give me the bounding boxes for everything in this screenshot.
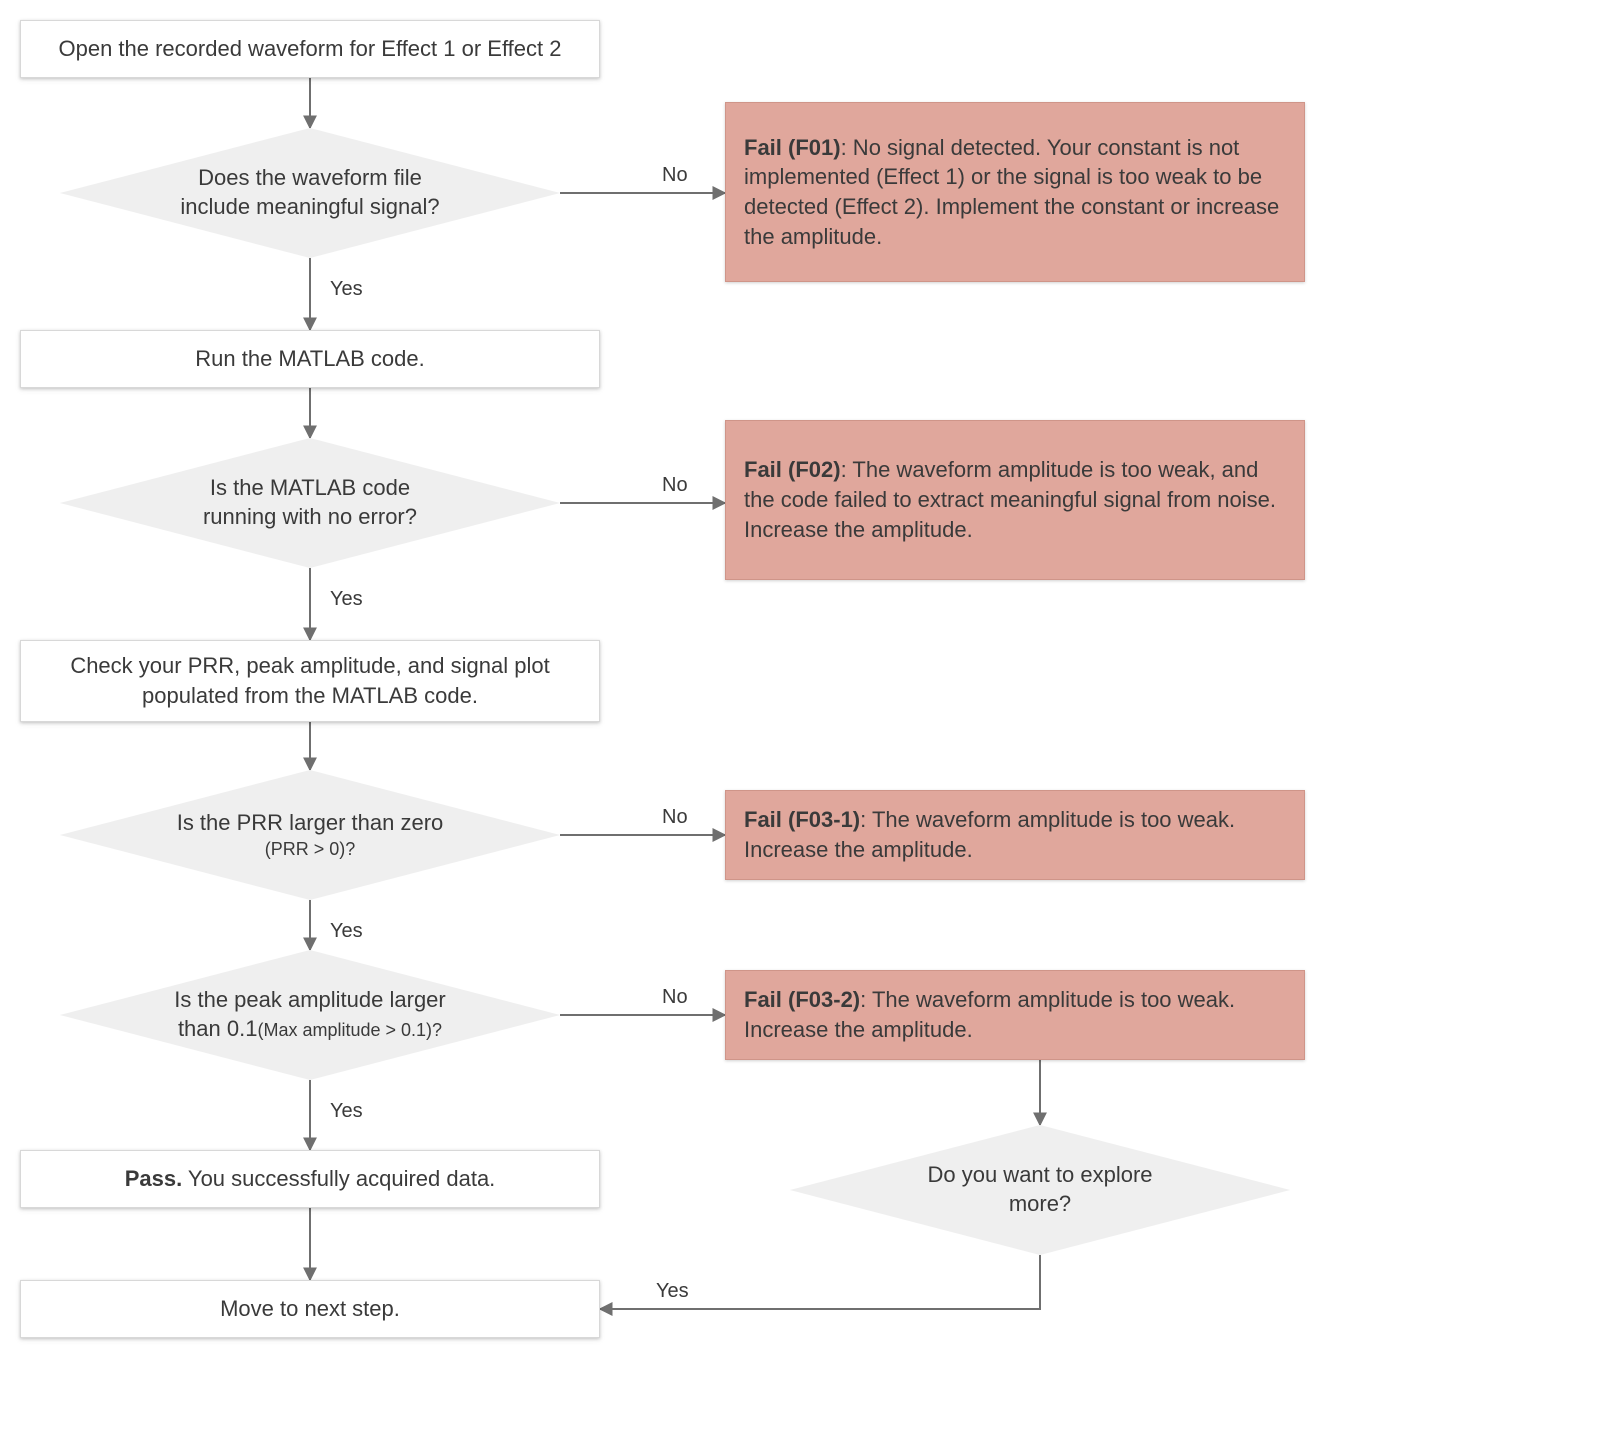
line1: Is the peak amplitude larger: [174, 986, 446, 1015]
fail-f01: Fail (F01): No signal detected. Your con…: [725, 102, 1305, 282]
decision-peak-amp-gt-0-1: Is the peak amplitude larger than 0.1(Ma…: [60, 950, 560, 1080]
diamond-text: Is the MATLAB code running with no error…: [60, 438, 560, 568]
fail-f02: Fail (F02): The waveform amplitude is to…: [725, 420, 1305, 580]
node-text: Run the MATLAB code.: [195, 344, 425, 374]
diamond-text: Do you want to explore more?: [790, 1125, 1290, 1255]
fail-f03-2: Fail (F03-2): The waveform amplitude is …: [725, 970, 1305, 1060]
fail-f03-1: Fail (F03-1): The waveform amplitude is …: [725, 790, 1305, 880]
pass-bold: Pass.: [125, 1166, 183, 1191]
label-d1-no: No: [662, 164, 688, 187]
decision-prr-gt-zero: Is the PRR larger than zero (PRR > 0)?: [60, 770, 560, 900]
fail-code: Fail (F03-2): [744, 987, 860, 1012]
label-d3-yes: Yes: [330, 920, 363, 943]
line2b: (Max amplitude > 0.1)?: [257, 1020, 442, 1040]
label-d2-no: No: [662, 474, 688, 497]
node-text: Open the recorded waveform for Effect 1 …: [58, 34, 561, 64]
label-d4-no: No: [662, 986, 688, 1009]
fail-text: Fail (F03-2): The waveform amplitude is …: [744, 985, 1286, 1044]
line2: include meaningful signal?: [180, 193, 439, 222]
node-text: Pass. You successfully acquired data.: [125, 1164, 496, 1194]
label-d1-yes: Yes: [330, 278, 363, 301]
line2a: than 0.1: [178, 1016, 258, 1041]
line1: Is the PRR larger than zero: [177, 809, 444, 838]
line1: Do you want to explore: [927, 1161, 1152, 1190]
label-d5-yes: Yes: [656, 1280, 689, 1303]
label-d2-yes: Yes: [330, 588, 363, 611]
step-pass: Pass. You successfully acquired data.: [20, 1150, 600, 1208]
decision-matlab-no-error: Is the MATLAB code running with no error…: [60, 438, 560, 568]
step-move-next: Move to next step.: [20, 1280, 600, 1338]
flowchart-canvas: Open the recorded waveform for Effect 1 …: [20, 20, 1580, 1420]
line2: more?: [1009, 1190, 1071, 1219]
line1: Does the waveform file: [198, 164, 422, 193]
fail-code: Fail (F02): [744, 457, 841, 482]
fail-text: Fail (F01): No signal detected. Your con…: [744, 133, 1286, 252]
fail-text: Fail (F02): The waveform amplitude is to…: [744, 455, 1286, 544]
node-text: Move to next step.: [220, 1294, 400, 1324]
fail-code: Fail (F01): [744, 135, 841, 160]
line2: populated from the MATLAB code.: [142, 681, 478, 711]
label-d4-yes: Yes: [330, 1100, 363, 1123]
fail-text: Fail (F03-1): The waveform amplitude is …: [744, 805, 1286, 864]
diamond-text: Is the peak amplitude larger than 0.1(Ma…: [60, 950, 560, 1080]
diamond-text: Is the PRR larger than zero (PRR > 0)?: [60, 770, 560, 900]
line2: than 0.1(Max amplitude > 0.1)?: [178, 1015, 442, 1044]
decision-explore-more: Do you want to explore more?: [790, 1125, 1290, 1255]
line2: running with no error?: [203, 503, 417, 532]
decision-meaningful-signal: Does the waveform file include meaningfu…: [60, 128, 560, 258]
pass-rest: You successfully acquired data.: [182, 1166, 495, 1191]
diamond-text: Does the waveform file include meaningfu…: [60, 128, 560, 258]
step-check-results: Check your PRR, peak amplitude, and sign…: [20, 640, 600, 722]
step-open-waveform: Open the recorded waveform for Effect 1 …: [20, 20, 600, 78]
line1: Is the MATLAB code: [210, 474, 410, 503]
line1: Check your PRR, peak amplitude, and sign…: [70, 651, 549, 681]
label-d3-no: No: [662, 806, 688, 829]
step-run-matlab: Run the MATLAB code.: [20, 330, 600, 388]
subline: (PRR > 0)?: [265, 838, 356, 861]
fail-code: Fail (F03-1): [744, 807, 860, 832]
